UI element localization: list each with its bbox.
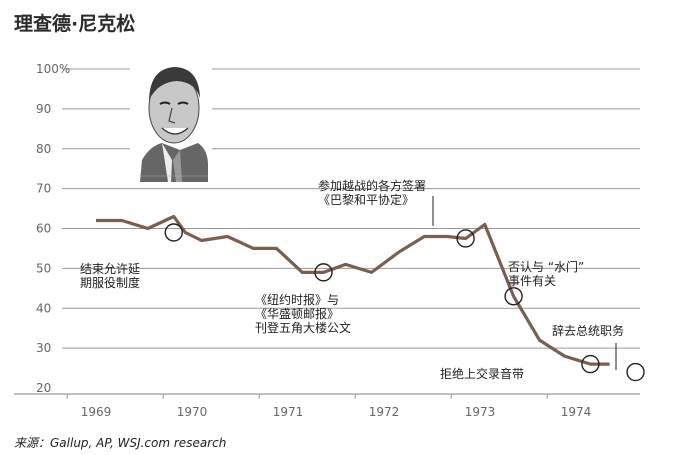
- y-tick-label: 90: [36, 102, 51, 116]
- y-tick-label: 60: [36, 222, 51, 236]
- y-tick-label: 20: [36, 381, 51, 395]
- annotation-label: 否认与 “水门”: [508, 259, 584, 274]
- annotation-marker: [504, 287, 523, 306]
- grid-lines: [62, 68, 640, 349]
- x-tick-label: 1970: [177, 405, 208, 419]
- annotation-label: 辞去总统职务: [552, 323, 624, 338]
- annotation-label: 期服役制度: [80, 275, 140, 290]
- annotation-label: 《纽约时报》与: [255, 292, 339, 307]
- x-axis-ticks: 1969 1970 1971 1972 1973 1974: [66, 394, 592, 419]
- approval-series-line: [96, 214, 610, 366]
- chart-title: 理查德·尼克松: [14, 13, 136, 35]
- annotation-label: 参加越战的各方签署: [318, 178, 426, 193]
- annotation-label: 结束允许延: [80, 261, 140, 276]
- annotation-marker: [581, 354, 600, 374]
- chart-svg: 20 30 40 50 60 70 80 90 100% 1969 1970 1971 1972 197…: [14, 60, 645, 419]
- x-tick-label: 1974: [561, 405, 592, 419]
- y-tick-label: 100%: [36, 62, 70, 76]
- annotation-marker: [314, 263, 333, 282]
- nixon-portrait-image: [136, 60, 208, 182]
- annotation-marker: [456, 229, 475, 248]
- source-note: 来源：Gallup, AP, WSJ.com research: [14, 436, 227, 450]
- x-tick-label: 1972: [369, 405, 400, 419]
- y-tick-label: 80: [36, 142, 51, 156]
- annotation-label: 《华盛顿邮报》: [255, 306, 339, 321]
- x-tick-label: 1971: [273, 405, 304, 419]
- annotation-marker: [164, 223, 183, 242]
- annotation-label: 《巴黎和平协定》: [318, 192, 414, 207]
- annotation-label: 拒绝上交录音带: [440, 366, 524, 381]
- x-tick-label: 1969: [81, 405, 112, 419]
- y-tick-label: 30: [36, 341, 51, 355]
- annotation-label: 刊登五角大楼公文: [255, 320, 351, 335]
- annotation-label: 事件有关: [508, 274, 556, 288]
- y-axis-ticks: 20 30 40 50 60 70 80 90 100%: [36, 62, 70, 395]
- x-tick-label: 1973: [465, 405, 496, 419]
- y-tick-label: 40: [36, 301, 51, 315]
- y-tick-label: 50: [36, 261, 51, 275]
- y-tick-label: 70: [36, 182, 51, 196]
- annotation-marker: [626, 362, 645, 382]
